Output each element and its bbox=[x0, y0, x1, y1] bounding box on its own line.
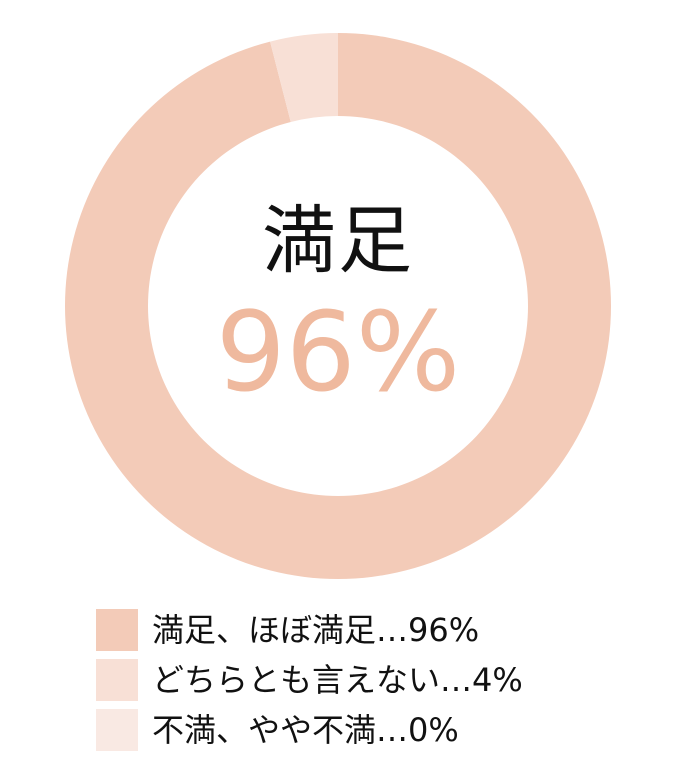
donut-slice bbox=[270, 33, 338, 122]
legend-swatch bbox=[96, 609, 138, 651]
legend-swatch bbox=[96, 709, 138, 751]
chart-area: 満足 96% bbox=[64, 33, 612, 579]
legend-label: 不満、やや不満…0% bbox=[152, 711, 459, 749]
center-value: 96% bbox=[215, 288, 461, 416]
legend: 満足、ほぼ満足…96% どちらとも言えない…4% 不満、やや不満…0% bbox=[96, 606, 656, 756]
legend-label: 満足、ほぼ満足…96% bbox=[152, 611, 480, 649]
legend-item-dissatisfied: 不満、やや不満…0% bbox=[96, 706, 656, 754]
legend-swatch bbox=[96, 659, 138, 701]
legend-item-satisfied: 満足、ほぼ満足…96% bbox=[96, 606, 656, 654]
donut-chart bbox=[64, 33, 612, 579]
legend-label: どちらとも言えない…4% bbox=[152, 661, 523, 699]
legend-item-neutral: どちらとも言えない…4% bbox=[96, 656, 656, 704]
center-title: 満足 bbox=[262, 198, 414, 284]
donut-slice bbox=[64, 33, 612, 579]
